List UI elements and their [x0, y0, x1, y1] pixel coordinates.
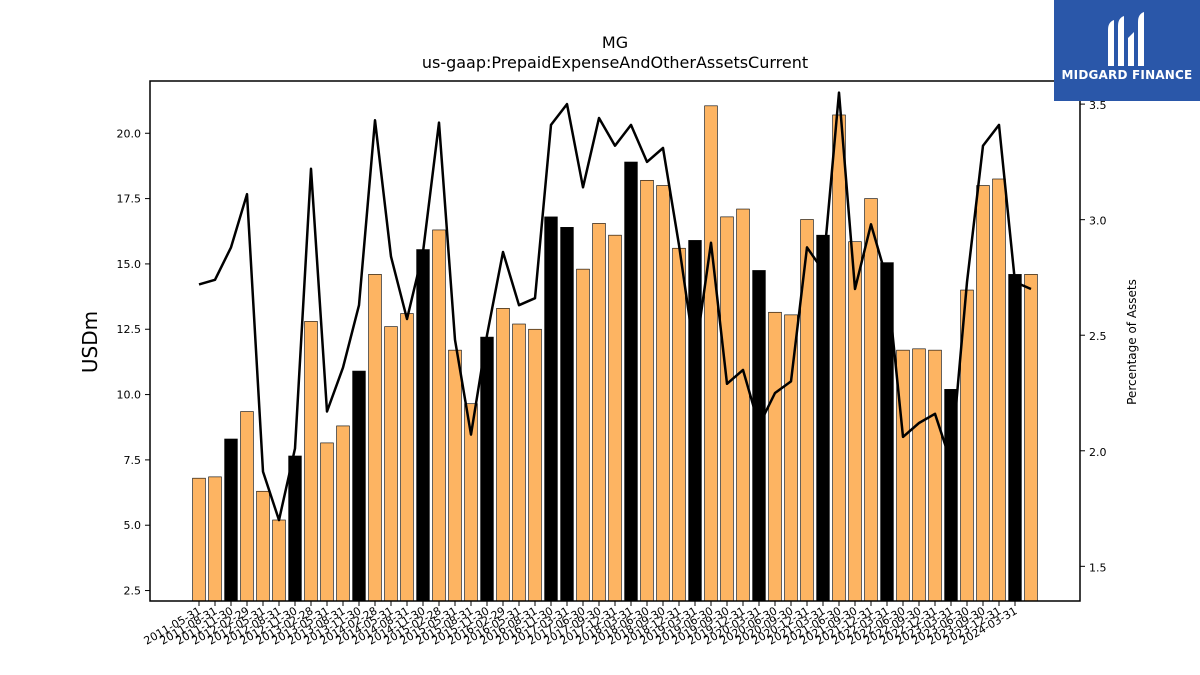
- bar: [640, 179, 654, 602]
- bar: [320, 442, 334, 602]
- bar: [208, 476, 222, 602]
- x-axis: 2011-05-312011-08-312011-11-302012-02-29…: [142, 601, 1020, 648]
- y-tick-label: 15.0: [117, 258, 142, 271]
- y-tick-label: 10.0: [117, 389, 142, 402]
- bar-group: [192, 105, 1038, 602]
- bar: [688, 240, 702, 602]
- bar: [624, 161, 638, 602]
- y2-axis-label: Percentage of Assets: [1125, 279, 1139, 405]
- bar: [544, 216, 558, 602]
- bar: [912, 348, 926, 602]
- y-tick-label: 5.0: [124, 519, 142, 532]
- chart-subtitle: us-gaap:PrepaidExpenseAndOtherAssetsCurr…: [422, 53, 808, 72]
- bar: [528, 328, 542, 602]
- bar: [1008, 274, 1022, 602]
- bar: [752, 270, 766, 602]
- bar: [1024, 274, 1038, 602]
- y2-tick-label: 1.5: [1089, 561, 1107, 574]
- bar: [736, 208, 750, 602]
- bar: [256, 490, 270, 602]
- bar: [336, 425, 350, 602]
- bar: [448, 349, 462, 602]
- bar: [272, 519, 286, 602]
- bar: [864, 198, 878, 602]
- percentage-of-assets-line: [198, 91, 1032, 522]
- bar: [784, 314, 798, 602]
- bar: [416, 249, 430, 602]
- bar: [352, 370, 366, 602]
- y2-tick-label: 3.0: [1089, 215, 1107, 228]
- bar: [496, 308, 510, 602]
- bar: [304, 321, 318, 602]
- bar: [400, 313, 414, 602]
- midgard-logo-icon: [1108, 12, 1144, 66]
- bar: [192, 477, 206, 602]
- bar: [976, 185, 990, 602]
- y2-tick-label: 2.0: [1089, 446, 1107, 459]
- y-tick-label: 12.5: [117, 323, 142, 336]
- bar: [288, 455, 302, 602]
- y-axis-label: USDm: [78, 311, 102, 373]
- bar: [224, 438, 238, 602]
- bar: [384, 326, 398, 602]
- bar: [512, 323, 526, 602]
- bar: [608, 234, 622, 602]
- logo-text: MIDGARD FINANCE: [1061, 68, 1193, 82]
- y-axis-right: 1.5 2.0 2.5 3.0 3.5: [1080, 99, 1107, 574]
- bar: [576, 268, 590, 602]
- bar: [560, 227, 574, 602]
- midgard-finance-logo: MIDGARD FINANCE: [1054, 0, 1200, 101]
- y-tick-label: 20.0: [117, 127, 142, 140]
- y-axis-left: 2.5 5.0 7.5 10.0 12.5 15.0 17.5 20.0: [117, 127, 150, 598]
- bar: [432, 229, 446, 602]
- bar: [832, 114, 846, 602]
- y2-tick-label: 3.5: [1089, 99, 1107, 112]
- bar: [240, 411, 254, 602]
- bar: [672, 247, 686, 602]
- bar: [704, 105, 718, 602]
- bar: [656, 185, 670, 602]
- bar: [816, 234, 830, 602]
- bar: [720, 216, 734, 602]
- bar: [848, 241, 862, 602]
- y-tick-label: 17.5: [117, 193, 142, 206]
- bar: [928, 349, 942, 602]
- chart-title: MG: [602, 33, 628, 52]
- bar: [368, 274, 382, 602]
- bar: [480, 336, 494, 602]
- bar: [592, 223, 606, 602]
- y-tick-label: 2.5: [124, 585, 142, 598]
- y2-tick-label: 2.5: [1089, 330, 1107, 343]
- bar: [768, 311, 782, 602]
- bar: [992, 178, 1006, 602]
- y-tick-label: 7.5: [124, 454, 142, 467]
